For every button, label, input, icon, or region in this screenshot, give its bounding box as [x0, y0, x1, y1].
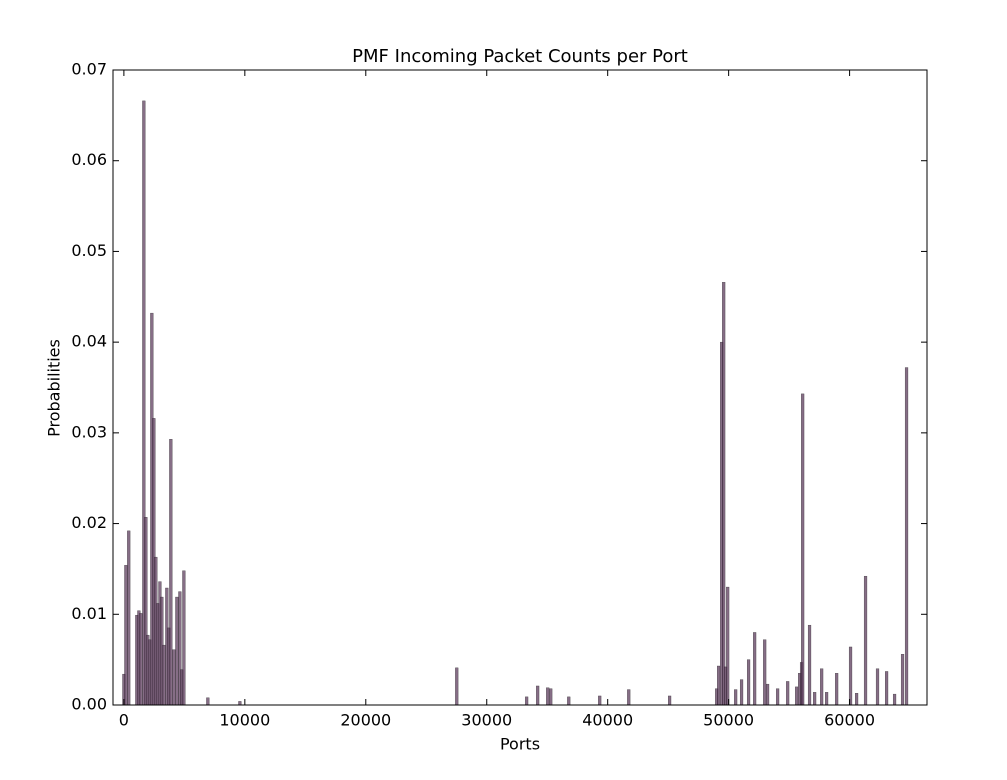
y-tick-label: 0.04 [71, 332, 107, 351]
bar [175, 596, 179, 706]
bar [863, 575, 868, 706]
bar [746, 659, 751, 706]
y-tick-label: 0.06 [71, 150, 107, 169]
x-tick-label: 20000 [340, 711, 391, 730]
bar [900, 654, 905, 706]
x-tick-label: 60000 [824, 711, 875, 730]
bar [855, 693, 859, 706]
bar [182, 570, 186, 706]
bar [668, 695, 672, 706]
bar [546, 687, 550, 706]
bar [848, 646, 853, 706]
bar [525, 696, 529, 706]
bar [820, 668, 824, 706]
bar [739, 679, 744, 706]
x-tick-label: 40000 [582, 711, 633, 730]
bar [825, 692, 829, 706]
bar [885, 671, 889, 706]
bar [765, 683, 770, 706]
bar [127, 530, 131, 706]
bar [801, 393, 805, 706]
bar [162, 644, 166, 706]
bar [734, 689, 738, 706]
y-tick-label: 0.05 [71, 241, 107, 260]
bar [776, 688, 780, 706]
bar [206, 697, 210, 706]
bar [536, 685, 540, 706]
bar [722, 282, 726, 706]
bar [169, 439, 173, 706]
bar [726, 586, 730, 706]
bar [892, 693, 897, 706]
x-axis-label: Ports [500, 735, 540, 754]
bar [455, 667, 459, 706]
y-tick-label: 0.03 [71, 422, 107, 441]
y-tick-label: 0.02 [71, 513, 107, 532]
bar [238, 701, 242, 706]
x-tick-label: 0 [119, 711, 129, 730]
y-tick-label: 0.01 [71, 604, 107, 623]
bar [835, 673, 839, 706]
y-axis-label: Probabilities [45, 339, 64, 437]
bar [124, 565, 128, 706]
bar [807, 624, 812, 706]
bar [717, 665, 721, 706]
bar [786, 681, 790, 706]
x-tick-label: 30000 [461, 711, 512, 730]
bar [627, 689, 631, 706]
bar [567, 696, 571, 706]
chart-title: PMF Incoming Packet Counts per Port [352, 46, 688, 67]
bar [795, 686, 799, 706]
bar [172, 649, 176, 706]
y-tick-label: 0.07 [71, 60, 107, 79]
x-tick-label: 10000 [219, 711, 270, 730]
bar [598, 695, 602, 706]
x-tick-label: 50000 [703, 711, 754, 730]
bar [549, 688, 553, 706]
bar [763, 639, 767, 706]
bar [813, 692, 817, 706]
bar [904, 367, 909, 706]
bar [139, 613, 143, 706]
bar [875, 668, 880, 706]
plot-frame [112, 69, 928, 706]
bar [753, 632, 757, 706]
y-tick-label: 0.00 [71, 695, 107, 714]
